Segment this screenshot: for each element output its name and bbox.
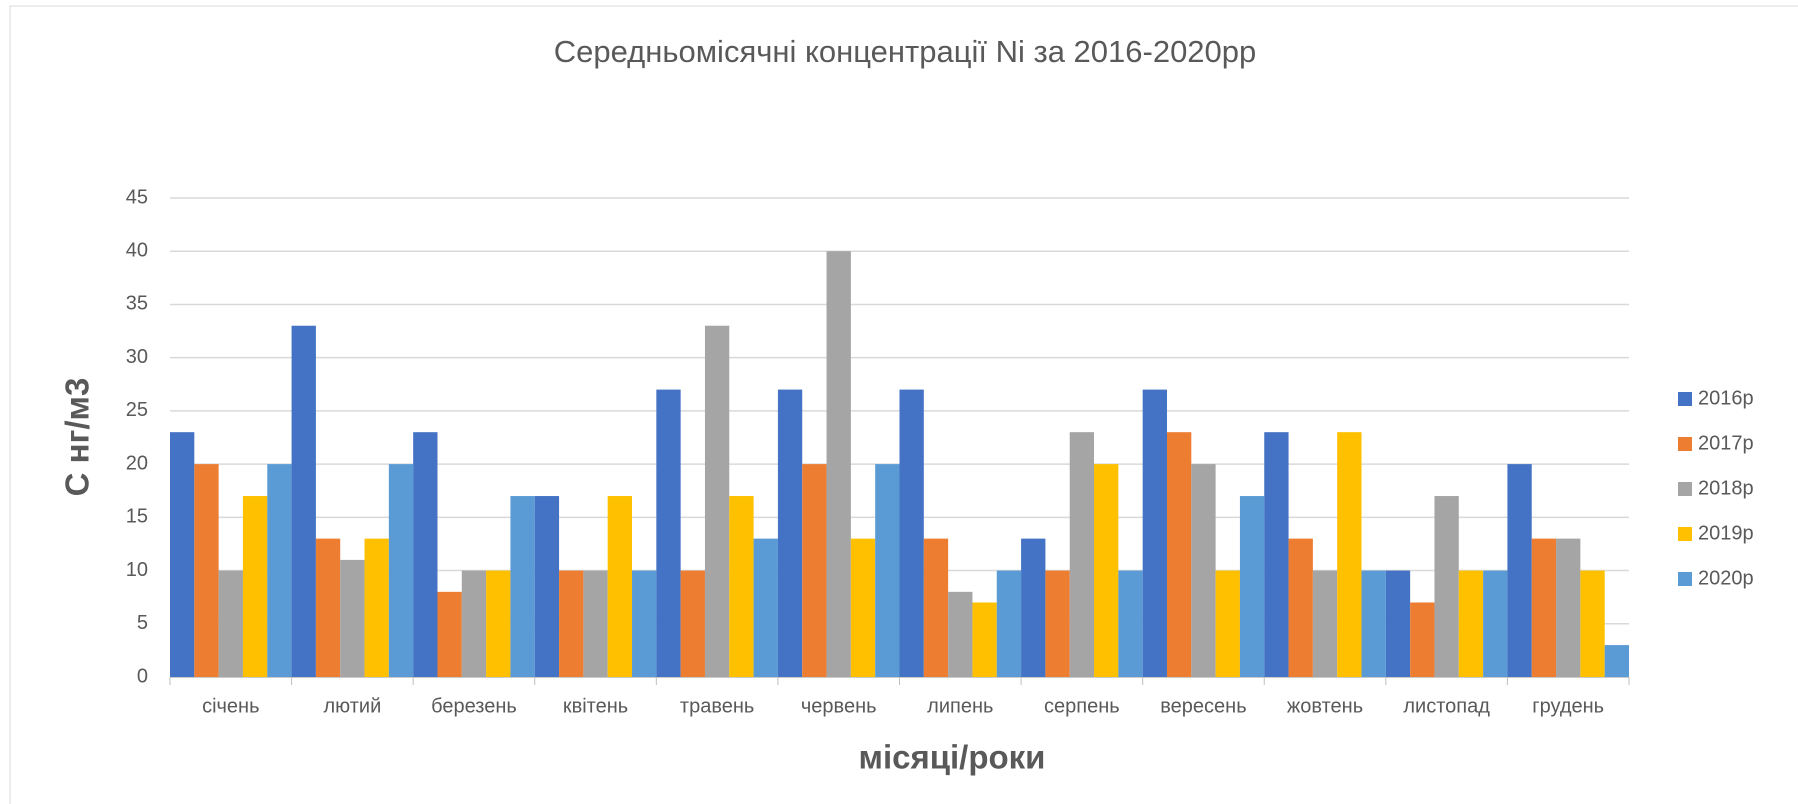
bar <box>1118 570 1143 677</box>
bar <box>1531 538 1557 677</box>
bar <box>826 251 851 677</box>
bar <box>437 591 462 677</box>
legend-swatch <box>1678 527 1692 541</box>
bar <box>218 570 243 677</box>
bar <box>170 432 195 677</box>
legend-label: 2016р <box>1698 387 1754 409</box>
bar <box>1507 464 1532 677</box>
y-tick-label: 40 <box>126 240 148 262</box>
bar <box>777 389 803 677</box>
legend-swatch <box>1678 392 1692 406</box>
bar <box>194 464 219 677</box>
legend-swatch <box>1678 482 1692 496</box>
bar <box>1361 570 1386 677</box>
bar <box>1434 496 1459 677</box>
x-axis-label: місяці/роки <box>859 739 1046 776</box>
legend-swatch <box>1678 572 1692 586</box>
legend-swatch <box>1678 437 1692 451</box>
bar <box>729 496 754 677</box>
x-tick-label: лютий <box>324 695 382 717</box>
bar <box>632 570 657 677</box>
bar <box>1604 645 1629 677</box>
bar <box>996 570 1022 677</box>
bar <box>340 559 365 677</box>
bar <box>583 570 608 677</box>
bar <box>413 432 438 677</box>
y-tick-label: 20 <box>126 452 148 474</box>
x-tick-label: травень <box>680 695 754 717</box>
bar <box>1483 570 1508 677</box>
bar <box>1312 570 1338 677</box>
x-tick-label: грудень <box>1532 695 1604 717</box>
bar <box>242 496 268 677</box>
bar <box>850 538 876 677</box>
x-tick-label: квітень <box>563 695 628 717</box>
bar <box>923 538 949 677</box>
bar <box>1045 570 1070 677</box>
bar <box>461 570 487 677</box>
y-tick-label: 30 <box>126 346 148 368</box>
y-tick-label: 25 <box>126 399 148 421</box>
y-tick-label: 5 <box>137 612 148 634</box>
legend-label: 2017р <box>1698 432 1754 454</box>
bar <box>315 538 341 677</box>
bar <box>1069 432 1095 677</box>
bar <box>753 538 778 677</box>
x-tick-label: жовтень <box>1287 695 1363 717</box>
bar <box>680 570 705 677</box>
x-tick-label: серпень <box>1044 695 1120 717</box>
bar <box>1458 570 1484 677</box>
bar <box>1264 432 1289 677</box>
bar <box>1166 432 1192 677</box>
bar <box>1556 538 1581 677</box>
y-axis-label: С нг/м3 <box>59 378 96 497</box>
bar <box>1215 570 1240 677</box>
bar <box>1385 570 1411 677</box>
bar <box>972 602 997 677</box>
bar <box>1094 464 1119 677</box>
bar <box>1288 538 1313 677</box>
bar <box>1239 496 1265 677</box>
bar <box>1410 602 1435 677</box>
y-tick-label: 10 <box>126 559 148 581</box>
bar <box>948 591 973 677</box>
bar <box>1191 464 1216 677</box>
y-tick-label: 35 <box>126 293 148 315</box>
bar <box>607 496 633 677</box>
y-tick-label: 15 <box>126 506 148 528</box>
bar <box>899 389 924 677</box>
bar <box>559 570 584 677</box>
x-tick-label: березень <box>431 695 517 717</box>
x-tick-label: червень <box>801 695 877 717</box>
bar <box>1580 570 1605 677</box>
bar <box>364 538 389 677</box>
x-tick-label: листопад <box>1403 695 1490 717</box>
bar <box>704 325 730 677</box>
bar <box>875 464 900 677</box>
chart-frame <box>9 5 1798 804</box>
legend-label: 2020р <box>1698 567 1754 589</box>
x-tick-label: липень <box>927 695 993 717</box>
legend-label: 2019р <box>1698 522 1754 544</box>
chart-title: Середньомісячні концентрації Ni за 2016-… <box>554 34 1257 69</box>
bar <box>534 496 560 677</box>
bar <box>1142 389 1167 677</box>
bar <box>510 496 535 677</box>
x-tick-label: січень <box>202 695 259 717</box>
bar <box>1021 538 1046 677</box>
legend-label: 2018р <box>1698 477 1754 499</box>
y-tick-label: 45 <box>126 186 148 208</box>
bar <box>486 570 511 677</box>
x-tick-label: вересень <box>1160 695 1246 717</box>
bar <box>1337 432 1362 677</box>
y-tick-label: 0 <box>137 665 148 687</box>
bar <box>802 464 827 677</box>
bar <box>291 325 316 677</box>
bar <box>388 464 414 677</box>
bar <box>656 389 681 677</box>
bar <box>267 464 292 677</box>
